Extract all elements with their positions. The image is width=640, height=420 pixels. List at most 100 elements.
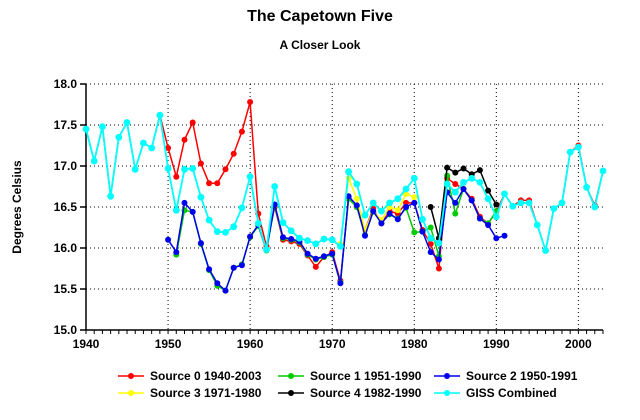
data-point	[345, 168, 352, 176]
data-point	[181, 165, 188, 173]
y-tick-label: 16.0	[54, 241, 78, 255]
data-point	[328, 236, 336, 244]
data-point	[509, 202, 517, 210]
data-point	[517, 199, 525, 207]
x-tick-label: 1940	[73, 337, 100, 351]
chart-title: The Capetown Five	[247, 8, 393, 25]
data-point	[312, 263, 319, 270]
data-point	[173, 249, 180, 256]
data-point	[115, 133, 123, 141]
data-point	[82, 125, 90, 133]
data-point	[214, 180, 221, 187]
data-point	[288, 236, 295, 242]
legend-marker	[278, 373, 304, 379]
legend-label: Source 1 1951-1990	[310, 369, 422, 383]
legend-label: Source 0 1940-2003	[150, 369, 262, 383]
data-point	[123, 119, 131, 126]
legend-marker	[118, 390, 144, 396]
data-point	[501, 190, 508, 198]
data-point	[369, 199, 377, 207]
series-line-0	[85, 101, 604, 282]
data-point	[197, 160, 204, 167]
legend-label: GISS Combined	[466, 386, 557, 400]
data-point	[206, 180, 213, 187]
data-point	[304, 250, 311, 257]
data-point	[485, 222, 492, 228]
data-point	[148, 144, 156, 152]
data-point	[189, 165, 197, 172]
data-point	[238, 128, 245, 135]
legend-marker	[118, 373, 144, 379]
y-tick-label: 15.0	[54, 323, 78, 337]
data-point	[107, 192, 114, 200]
data-point	[485, 187, 492, 194]
data-point	[558, 199, 566, 207]
data-point	[460, 165, 467, 172]
data-point	[321, 253, 327, 260]
data-point	[173, 173, 180, 180]
y-tick-label: 17.0	[54, 159, 78, 173]
legend-label: Source 3 1971-1980	[150, 386, 262, 400]
data-point	[411, 194, 418, 201]
data-point	[484, 195, 492, 203]
data-point	[378, 207, 385, 215]
data-point	[213, 228, 221, 236]
legend-item: GISS Combined	[434, 386, 557, 400]
legend-marker	[434, 373, 460, 379]
data-point	[427, 249, 434, 256]
legend-item: Source 4 1982-1990	[278, 386, 421, 400]
data-point	[451, 188, 459, 196]
legend-marker	[278, 390, 304, 396]
data-point	[419, 215, 426, 223]
data-point	[156, 111, 164, 119]
data-point	[246, 173, 254, 181]
x-tick-label: 1970	[319, 337, 346, 351]
data-point	[361, 211, 369, 219]
data-point	[591, 203, 599, 211]
data-point	[435, 256, 442, 263]
data-point	[353, 180, 361, 188]
data-point	[329, 250, 336, 257]
data-point	[427, 204, 434, 210]
data-point	[131, 165, 139, 173]
data-point	[378, 220, 385, 227]
series-line-5	[85, 114, 604, 255]
data-point	[206, 266, 213, 273]
legend-item: Source 1 1951-1990	[278, 369, 421, 383]
data-point	[165, 145, 172, 151]
data-point	[172, 206, 180, 214]
legend-label: Source 2 1950-1991	[466, 369, 578, 383]
data-point	[403, 190, 409, 197]
legend-item: Source 3 1971-1980	[118, 386, 261, 400]
y-tick-label: 16.5	[54, 200, 78, 214]
x-tick-label: 1990	[483, 337, 510, 351]
data-point	[205, 216, 213, 224]
data-point	[165, 236, 172, 243]
data-point	[230, 223, 238, 231]
data-point	[394, 195, 402, 203]
data-point	[181, 199, 188, 206]
data-point	[452, 210, 459, 217]
data-point	[476, 167, 483, 174]
data-point	[493, 235, 500, 242]
data-point	[452, 169, 459, 176]
data-point	[222, 229, 229, 236]
data-point	[353, 202, 360, 209]
data-point	[492, 213, 500, 221]
data-point	[296, 234, 303, 242]
data-point	[435, 239, 443, 247]
data-point	[247, 99, 254, 105]
x-tick-label: 2000	[565, 337, 592, 351]
data-point	[460, 179, 467, 186]
data-point	[370, 208, 377, 215]
data-point	[254, 220, 262, 227]
x-tick-label: 1950	[155, 337, 182, 351]
data-point	[501, 232, 508, 239]
data-point	[279, 219, 287, 227]
data-point	[353, 195, 360, 202]
data-point	[230, 264, 237, 271]
data-point	[304, 237, 311, 245]
data-point	[410, 174, 418, 182]
data-point	[238, 262, 245, 269]
